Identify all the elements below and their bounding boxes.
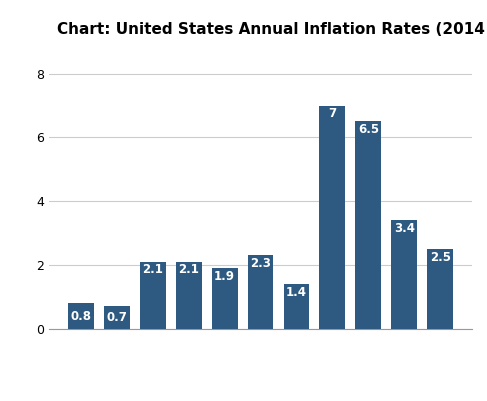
- Bar: [283, 284, 309, 329]
- Text: 3.4: 3.4: [394, 222, 415, 235]
- Text: 2.1: 2.1: [178, 263, 199, 276]
- Text: 1.4: 1.4: [286, 286, 307, 299]
- Text: 1.9: 1.9: [214, 270, 235, 283]
- Bar: [104, 306, 130, 329]
- Bar: [392, 221, 417, 329]
- Bar: [427, 249, 453, 329]
- Text: 6.5: 6.5: [358, 123, 379, 136]
- Bar: [247, 255, 274, 329]
- Text: 0.7: 0.7: [106, 311, 127, 324]
- Bar: [319, 105, 345, 329]
- Bar: [140, 262, 166, 329]
- Bar: [68, 303, 94, 329]
- Text: 2.1: 2.1: [142, 263, 163, 276]
- Text: 0.8: 0.8: [71, 310, 92, 322]
- Bar: [356, 122, 381, 329]
- Text: Chart: United States Annual Inflation Rates (2014 to 2024): Chart: United States Annual Inflation Ra…: [57, 22, 487, 37]
- Bar: [212, 268, 238, 329]
- Text: 7: 7: [328, 107, 337, 120]
- Text: 2.5: 2.5: [430, 251, 450, 263]
- Bar: [176, 262, 202, 329]
- Text: 2.3: 2.3: [250, 257, 271, 270]
